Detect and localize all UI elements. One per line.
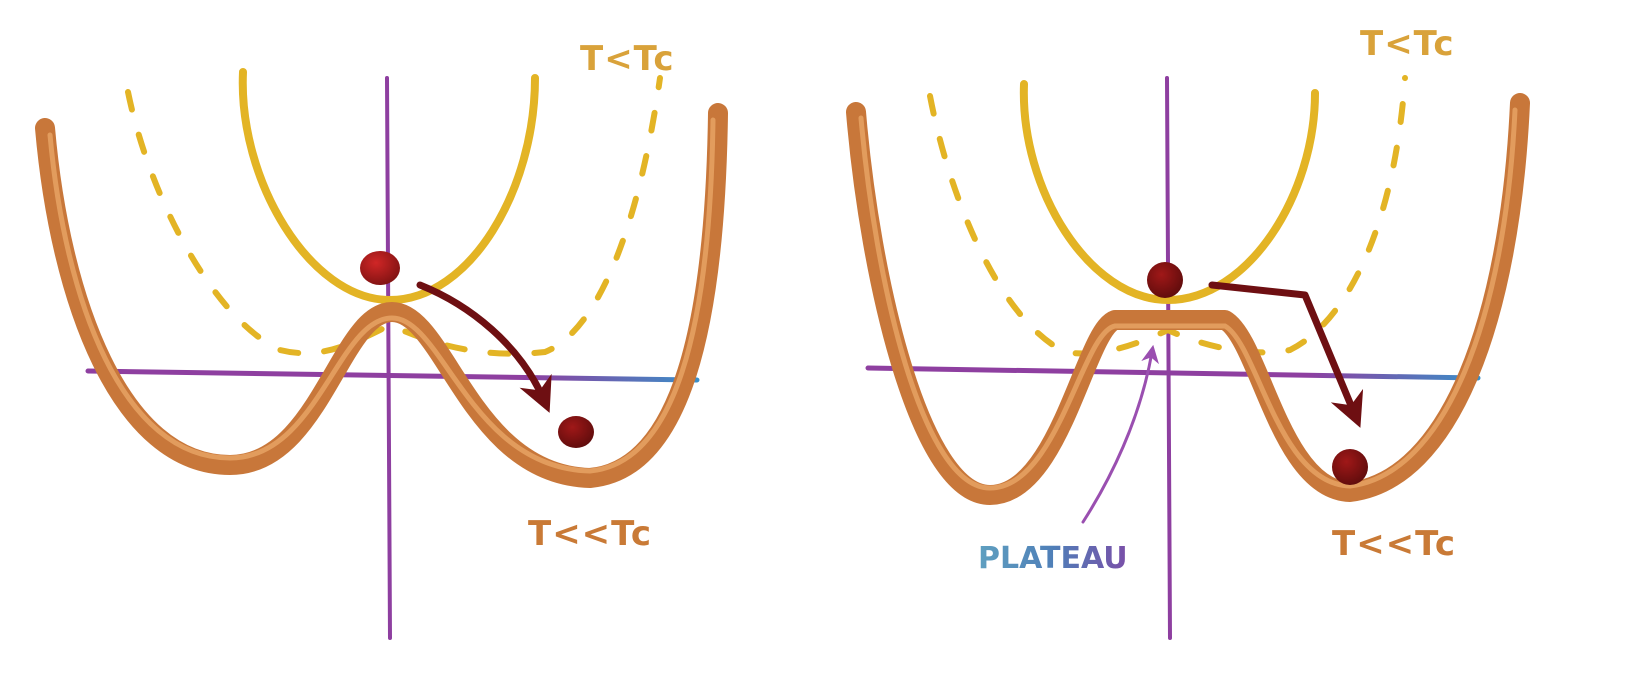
right-arrow [1208,281,1364,428]
right-low-temp-curve [846,93,1530,505]
right-high-temp-curve [1019,80,1319,305]
left-vertical-axis [385,76,392,640]
right-dashed-curve [927,75,1408,357]
right-vertical-axis [1165,76,1172,640]
left-low-temp-curve-highlight [47,117,716,474]
plateau-arrow [1081,344,1159,524]
left-high-temp-label: T<Tc [580,39,675,79]
left-arrow [416,281,552,413]
left-low-temp-label: T<<Tc [528,514,652,554]
right-horizontal-axis [865,365,1481,381]
right-low-temp-curve-highlight [858,107,1518,491]
left-panel: T<Tc T<<Tc [35,39,728,640]
right-low-temp-label: T<<Tc [1332,524,1456,564]
left-horizontal-axis [85,368,700,383]
right-ball-top [1147,262,1183,298]
right-panel: T<Tc T<<Tc PLATEAU [846,24,1530,640]
right-ball-bottom [1332,449,1368,485]
left-ball-bottom [558,416,594,448]
left-high-temp-curve [238,68,539,305]
left-dashed-curve [125,75,663,357]
left-ball-top [360,251,400,285]
right-high-temp-label: T<Tc [1360,24,1455,64]
left-low-temp-curve [35,103,728,488]
plateau-label: PLATEAU [978,541,1128,576]
